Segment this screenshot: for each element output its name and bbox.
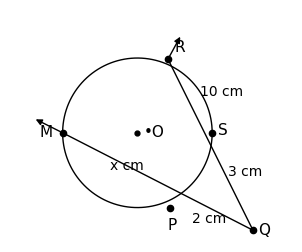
Text: Q: Q — [259, 223, 271, 238]
Text: R: R — [175, 40, 185, 55]
Text: S: S — [218, 123, 228, 138]
Text: 2 cm: 2 cm — [192, 212, 226, 226]
Text: P: P — [168, 218, 177, 233]
Text: x cm: x cm — [110, 159, 144, 173]
Text: 3 cm: 3 cm — [228, 166, 262, 179]
Text: M: M — [39, 125, 53, 140]
Text: 10 cm: 10 cm — [200, 85, 243, 99]
Text: •O: •O — [144, 125, 165, 140]
